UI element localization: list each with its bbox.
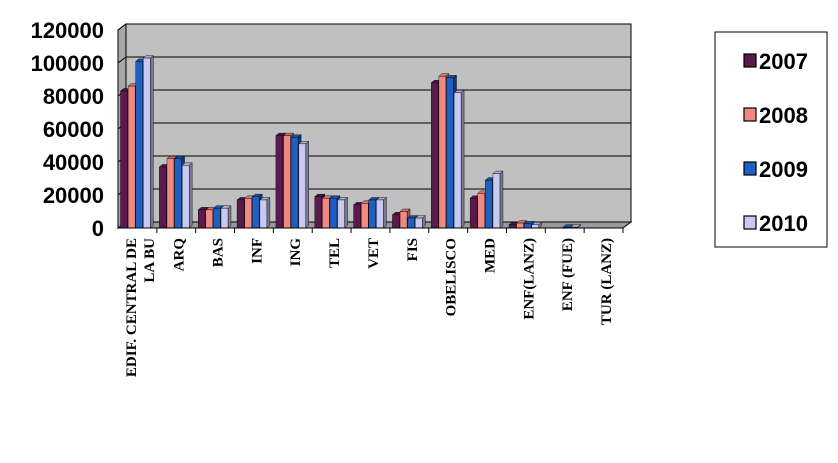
y-tick-label: 40000 <box>43 150 104 175</box>
x-tick-label: ARQ <box>172 238 188 272</box>
y-tick-label: 60000 <box>43 117 104 142</box>
bar <box>414 215 426 229</box>
legend-label: 2008 <box>759 103 808 128</box>
bar <box>375 197 387 229</box>
legend-box <box>714 31 828 248</box>
gridline <box>117 56 631 64</box>
x-tick-label: LA BU <box>142 238 158 283</box>
y-tick-label: 120000 <box>31 18 104 43</box>
gridline <box>117 23 631 31</box>
x-tick-label: INF <box>249 238 265 264</box>
y-tick-label: 100000 <box>31 51 104 76</box>
bar <box>453 89 465 229</box>
legend-label: 2010 <box>759 211 808 236</box>
legend-swatch <box>743 107 757 122</box>
x-tick-label: VET <box>366 238 382 269</box>
x-tick-label: BAS <box>211 238 227 267</box>
x-tick-label: TEL <box>327 238 343 268</box>
x-tick-label: ENF (FUE) <box>560 238 576 311</box>
legend-swatch <box>743 53 757 68</box>
legend: 2007 2008 2009 2010 <box>714 31 828 248</box>
bar <box>220 205 232 229</box>
x-tick-label: EDIF. CENTRAL DE <box>124 238 140 377</box>
x-tick-label: FIS <box>405 238 421 261</box>
bar <box>492 170 504 229</box>
plot-area <box>116 23 633 229</box>
legend-swatch <box>743 215 757 230</box>
bar <box>181 162 193 229</box>
bar <box>298 140 310 229</box>
y-tick-label: 80000 <box>43 84 104 109</box>
x-tick-label: ING <box>288 238 304 267</box>
legend-label: 2009 <box>759 157 808 182</box>
bar <box>259 197 271 229</box>
bar <box>531 221 543 229</box>
y-tick-label: 0 <box>92 216 104 241</box>
x-axis: EDIF. CENTRAL DE LA BU ARQ BAS INF ING TEL VET F… <box>118 227 624 377</box>
x-tick-label: OBELISCO <box>444 238 460 316</box>
legend-swatch <box>743 161 757 176</box>
x-tick-label: MED <box>482 238 498 273</box>
bar <box>337 197 349 229</box>
bar <box>142 55 154 229</box>
legend-label: 2007 <box>759 49 808 74</box>
y-tick-label: 20000 <box>43 183 104 208</box>
x-tick-label: TUR (LANZ) <box>599 238 615 325</box>
y-axis: 0 20000 40000 60000 80000 100000 120000 <box>31 18 119 241</box>
x-tick-label: ENF(LANZ) <box>521 238 537 320</box>
